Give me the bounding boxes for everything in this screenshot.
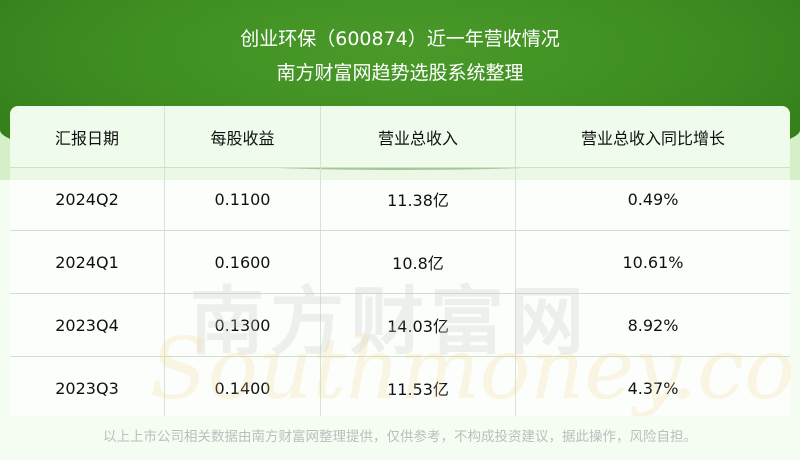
column-header: 营业总收入 — [321, 106, 516, 167]
table-cell: 14.03亿 — [321, 294, 516, 356]
revenue-table: 汇报日期 每股收益 营业总收入 营业总收入同比增长 2024Q2 0.1100 11… — [10, 106, 790, 416]
column-header: 汇报日期 — [10, 106, 165, 167]
column-header: 营业总收入同比增长 — [580, 128, 725, 148]
table-row: 2023Q3 0.1400 11.53亿 4.37% — [10, 357, 790, 416]
table-cell: 11.53亿 — [321, 357, 516, 416]
table-cell: 2023Q3 — [10, 357, 165, 416]
page-title: 创业环保（600874）近一年营收情况 — [240, 28, 560, 50]
table-cell: 10.61% — [622, 252, 684, 272]
table-row: 2024Q1 0.1600 10.8亿 10.61% — [10, 231, 790, 294]
table-cell: 4.37% — [627, 378, 679, 398]
table-row: 2023Q4 0.1300 14.03亿 8.92% — [10, 294, 790, 357]
table-cell: 0.1400 — [165, 357, 321, 416]
table-row: 2024Q2 0.1100 11.38亿 0.49% — [10, 168, 790, 231]
page-subtitle: 南方财富网趋势选股系统整理 — [276, 62, 524, 84]
table-cell: 2024Q2 — [10, 168, 165, 230]
table-cell: 0.1100 — [165, 168, 321, 230]
table-cell: 11.38亿 — [321, 168, 516, 230]
table-cell: 10.8亿 — [321, 231, 516, 293]
table-cell: 2024Q1 — [10, 231, 165, 293]
table-cell: 0.1300 — [165, 294, 321, 356]
disclaimer: 以上上市公司相关数据由南方财富网整理提供，仅供参考，不构成投资建议，据此操作，风… — [103, 429, 697, 445]
table-cell: 2023Q4 — [10, 294, 165, 356]
table-cell: 0.1600 — [165, 231, 321, 293]
table-cell: 8.92% — [627, 315, 679, 335]
table-cell: 0.49% — [627, 189, 679, 209]
column-header: 每股收益 — [165, 106, 321, 167]
table-header-row: 汇报日期 每股收益 营业总收入 营业总收入同比增长 — [10, 106, 790, 168]
